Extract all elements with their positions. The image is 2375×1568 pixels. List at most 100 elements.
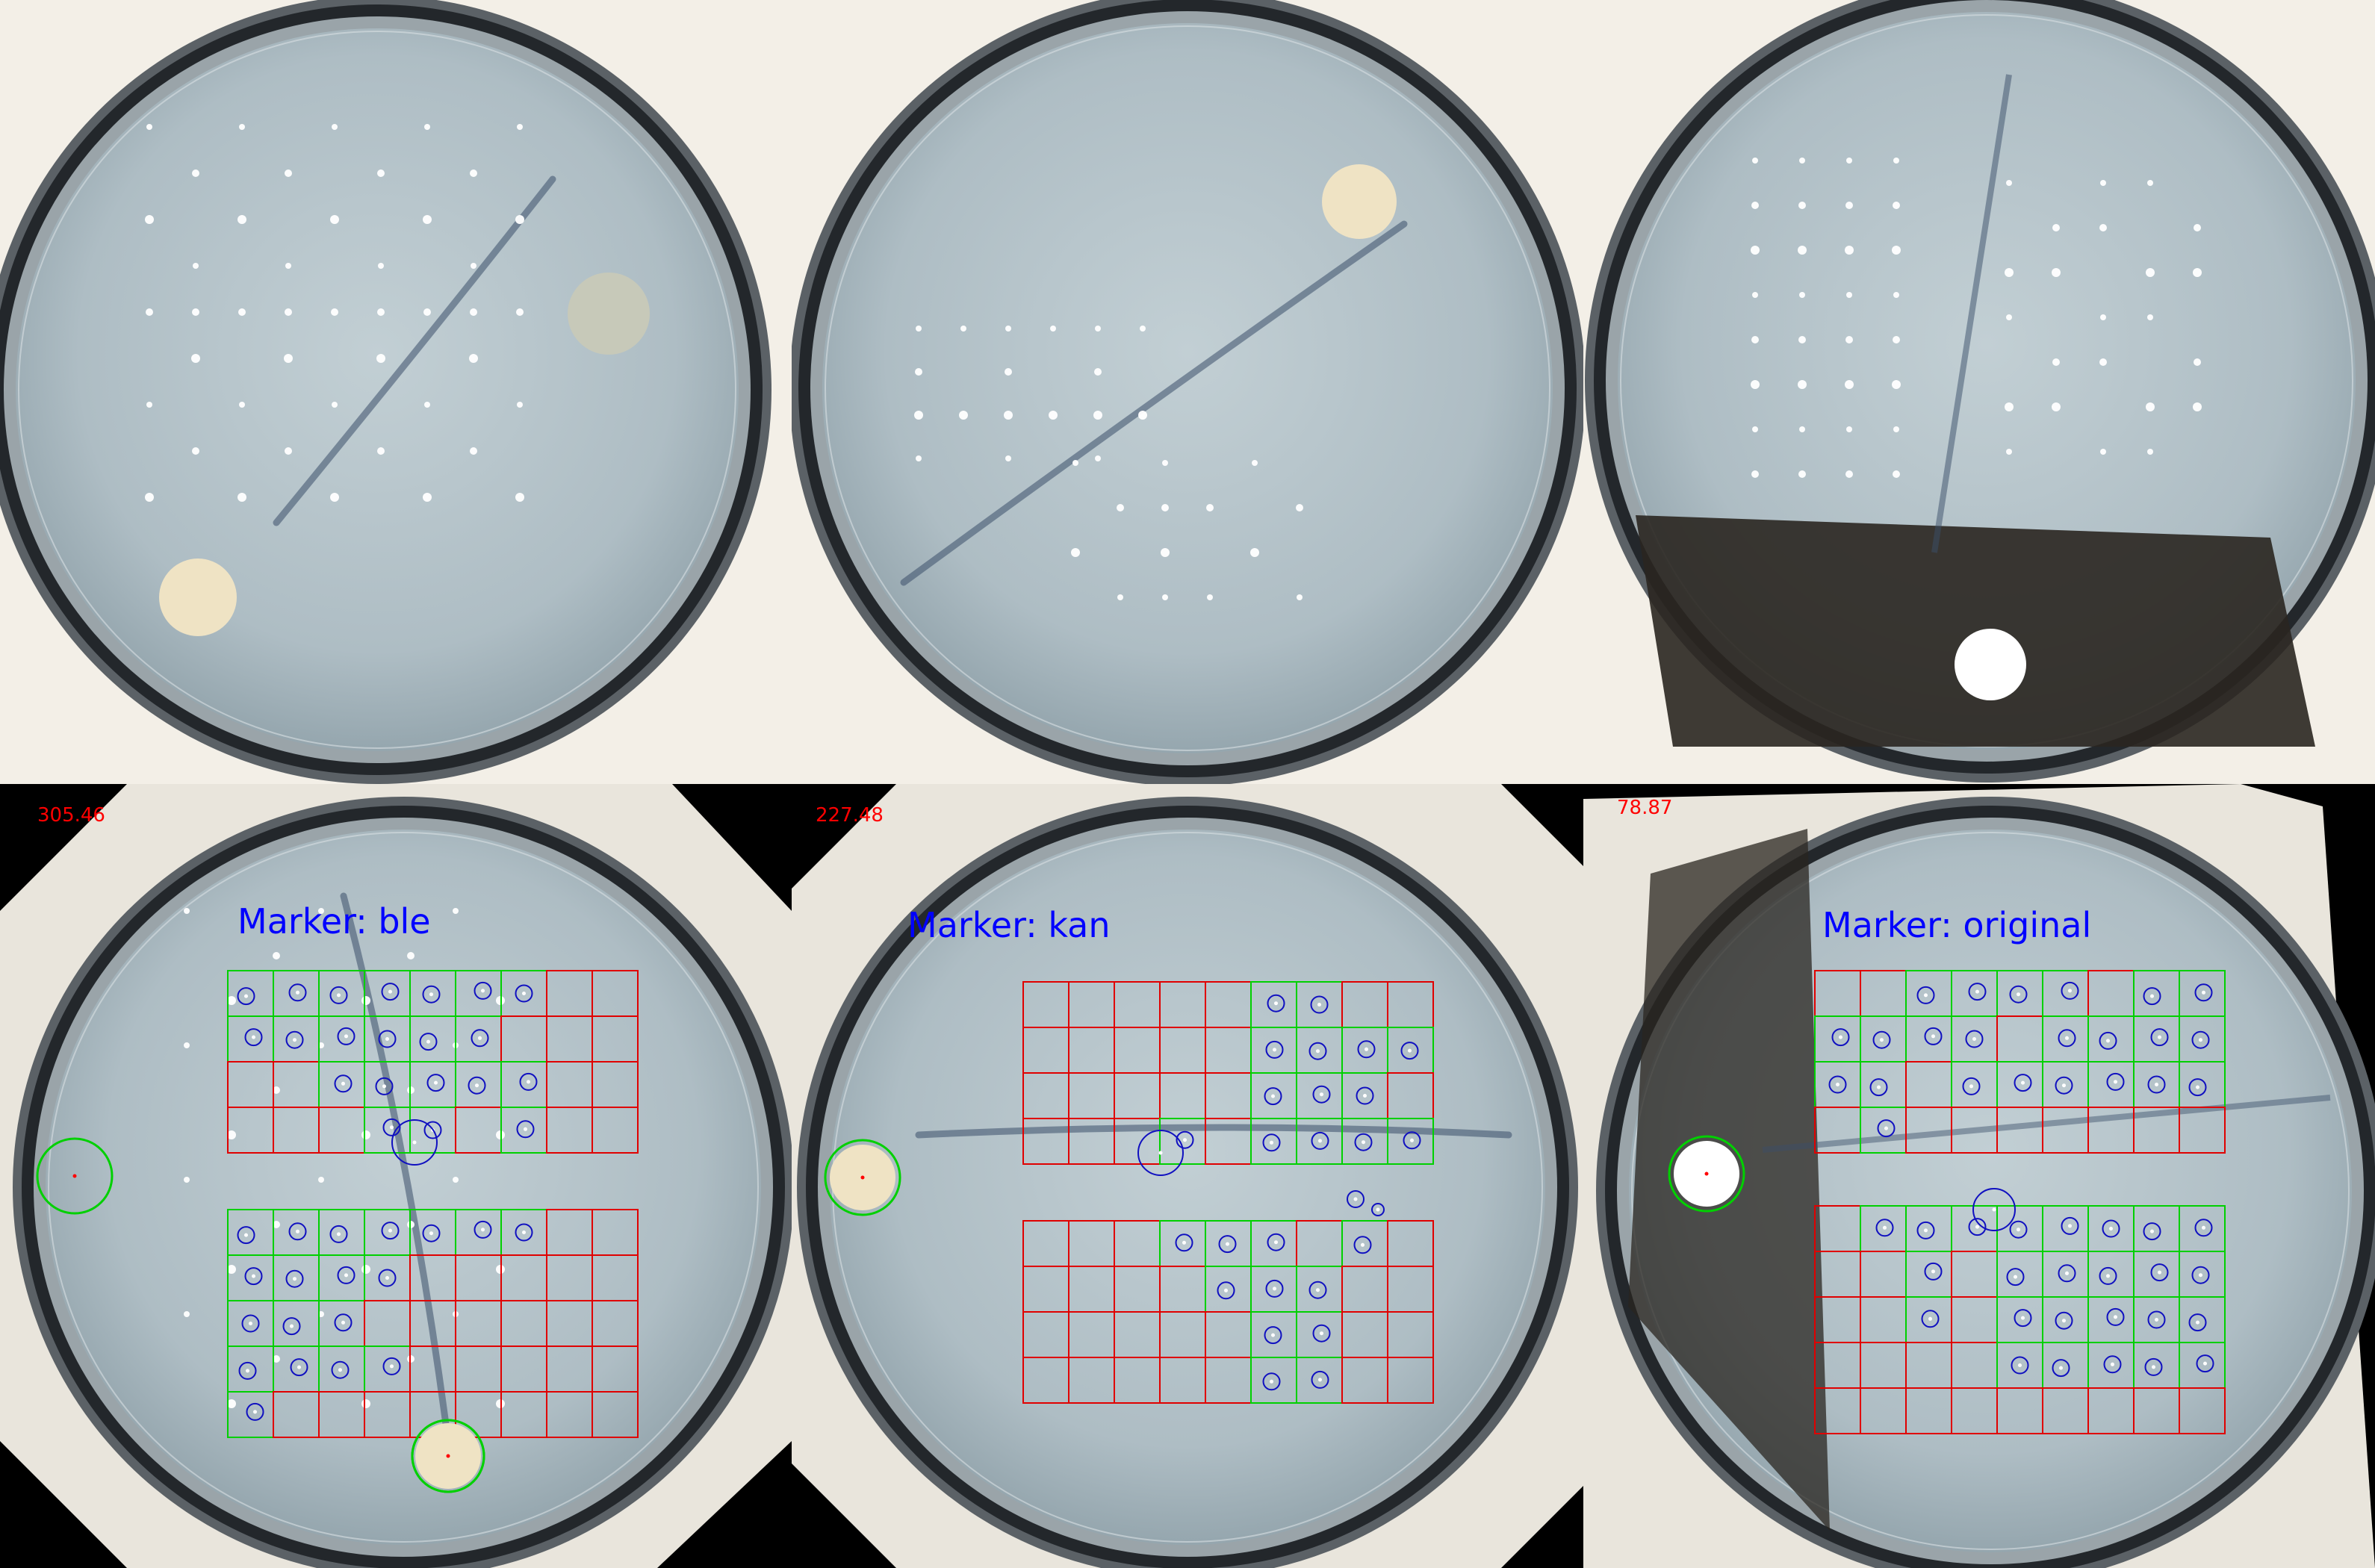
colony-ring (2196, 1354, 2214, 1373)
colony (2100, 449, 2106, 455)
colony-ring (329, 1225, 348, 1243)
colony-ring (1877, 1119, 1896, 1138)
colony (285, 263, 291, 269)
colony (2100, 314, 2106, 320)
plate-svg (1583, 0, 2375, 784)
colony-center (524, 1127, 527, 1131)
colony (332, 402, 338, 408)
colony-center (341, 1081, 345, 1086)
colony-center (1880, 1038, 1884, 1042)
colony (423, 308, 431, 316)
colony-ring (1262, 1133, 1281, 1152)
colony-ring (290, 1358, 308, 1377)
reference-ring (1668, 1135, 1745, 1213)
colony-ring (238, 1361, 257, 1380)
colony-center (390, 1364, 394, 1369)
reference-center (1704, 1172, 1709, 1176)
colony-ring (1262, 1372, 1281, 1391)
colony-center (481, 1228, 485, 1232)
colony-ring (237, 987, 255, 1006)
colony (2193, 268, 2202, 277)
colony (1893, 202, 1900, 209)
colony-center (412, 1140, 417, 1145)
colony-center (2202, 1225, 2205, 1230)
colony (1893, 470, 1900, 478)
colony (1845, 336, 1853, 343)
colony-center (1884, 1126, 1888, 1130)
colony-center (1274, 1240, 1278, 1245)
colony-ring (1308, 1042, 1327, 1060)
colony-center (2106, 1039, 2110, 1043)
colony-center (337, 993, 341, 998)
colony (2006, 180, 2012, 186)
reference-spot (568, 273, 650, 355)
colony-center (1274, 1001, 1278, 1006)
colony-center (1270, 1140, 1273, 1145)
colony-center (1365, 1047, 1368, 1051)
colony (361, 1265, 370, 1274)
colony (1751, 336, 1759, 343)
colony (1751, 380, 1760, 389)
plate-svg (792, 0, 1583, 784)
colony (184, 908, 190, 914)
reference-spot (1955, 629, 2026, 700)
plate-svg (0, 0, 792, 784)
colony-ring (1265, 1279, 1284, 1298)
plate-kan-annotated: 227.48 Marker: kan (792, 784, 1583, 1568)
colony (2052, 268, 2061, 277)
colony-center (1353, 1197, 1358, 1201)
reference-center (72, 1174, 77, 1178)
colony-ring (519, 1072, 538, 1091)
colony-ring (237, 1226, 255, 1245)
reference-ring (824, 1139, 901, 1216)
colony (1138, 411, 1147, 420)
colony (146, 308, 153, 316)
colony-center (2114, 1080, 2117, 1084)
colony-ring (1265, 1040, 1284, 1059)
colony (2193, 402, 2202, 411)
colony-center (337, 1232, 341, 1236)
colony-center (338, 1368, 342, 1372)
colony-ring (1968, 983, 1987, 1001)
colony (376, 354, 385, 363)
colony (239, 402, 245, 408)
kan-upper-grid (1022, 981, 1434, 1165)
colony (1161, 548, 1170, 557)
colony (1050, 326, 1056, 332)
colony-center (297, 1365, 301, 1369)
colony-ring (1354, 1133, 1373, 1151)
colony-center (341, 1320, 345, 1325)
rotation-angle-label: 305.46 (37, 804, 105, 827)
colony (1751, 246, 1760, 255)
colony (1297, 594, 1303, 600)
colony-ring (1869, 1078, 1888, 1097)
reference-ring (36, 1137, 114, 1215)
colony (470, 447, 477, 455)
colony (1095, 455, 1101, 461)
colony-center (253, 1410, 257, 1414)
colony (2147, 449, 2153, 455)
colony-ring (382, 1357, 401, 1375)
colony-center (1839, 1035, 1842, 1039)
colony-ring (375, 1077, 394, 1095)
colony (424, 124, 430, 130)
colony (273, 952, 280, 959)
colony-ring (241, 1314, 260, 1333)
colony-center (2021, 1080, 2025, 1085)
colony-ring (381, 983, 400, 1001)
colony-center (522, 992, 526, 995)
colony-ring (2006, 1268, 2025, 1287)
colony (1071, 548, 1080, 557)
colony-ring (2188, 1078, 2207, 1097)
colony (469, 354, 478, 363)
colony-ring (1924, 1262, 1943, 1281)
plate-original-raw (1583, 0, 2375, 784)
colony (238, 493, 246, 502)
colony-ring (244, 1028, 263, 1047)
colony (184, 1042, 190, 1048)
colony (1140, 326, 1146, 332)
colony-ring (2099, 1031, 2117, 1050)
colony-center (2109, 1227, 2113, 1231)
colony (1094, 368, 1102, 376)
colony-center (2150, 1229, 2154, 1233)
